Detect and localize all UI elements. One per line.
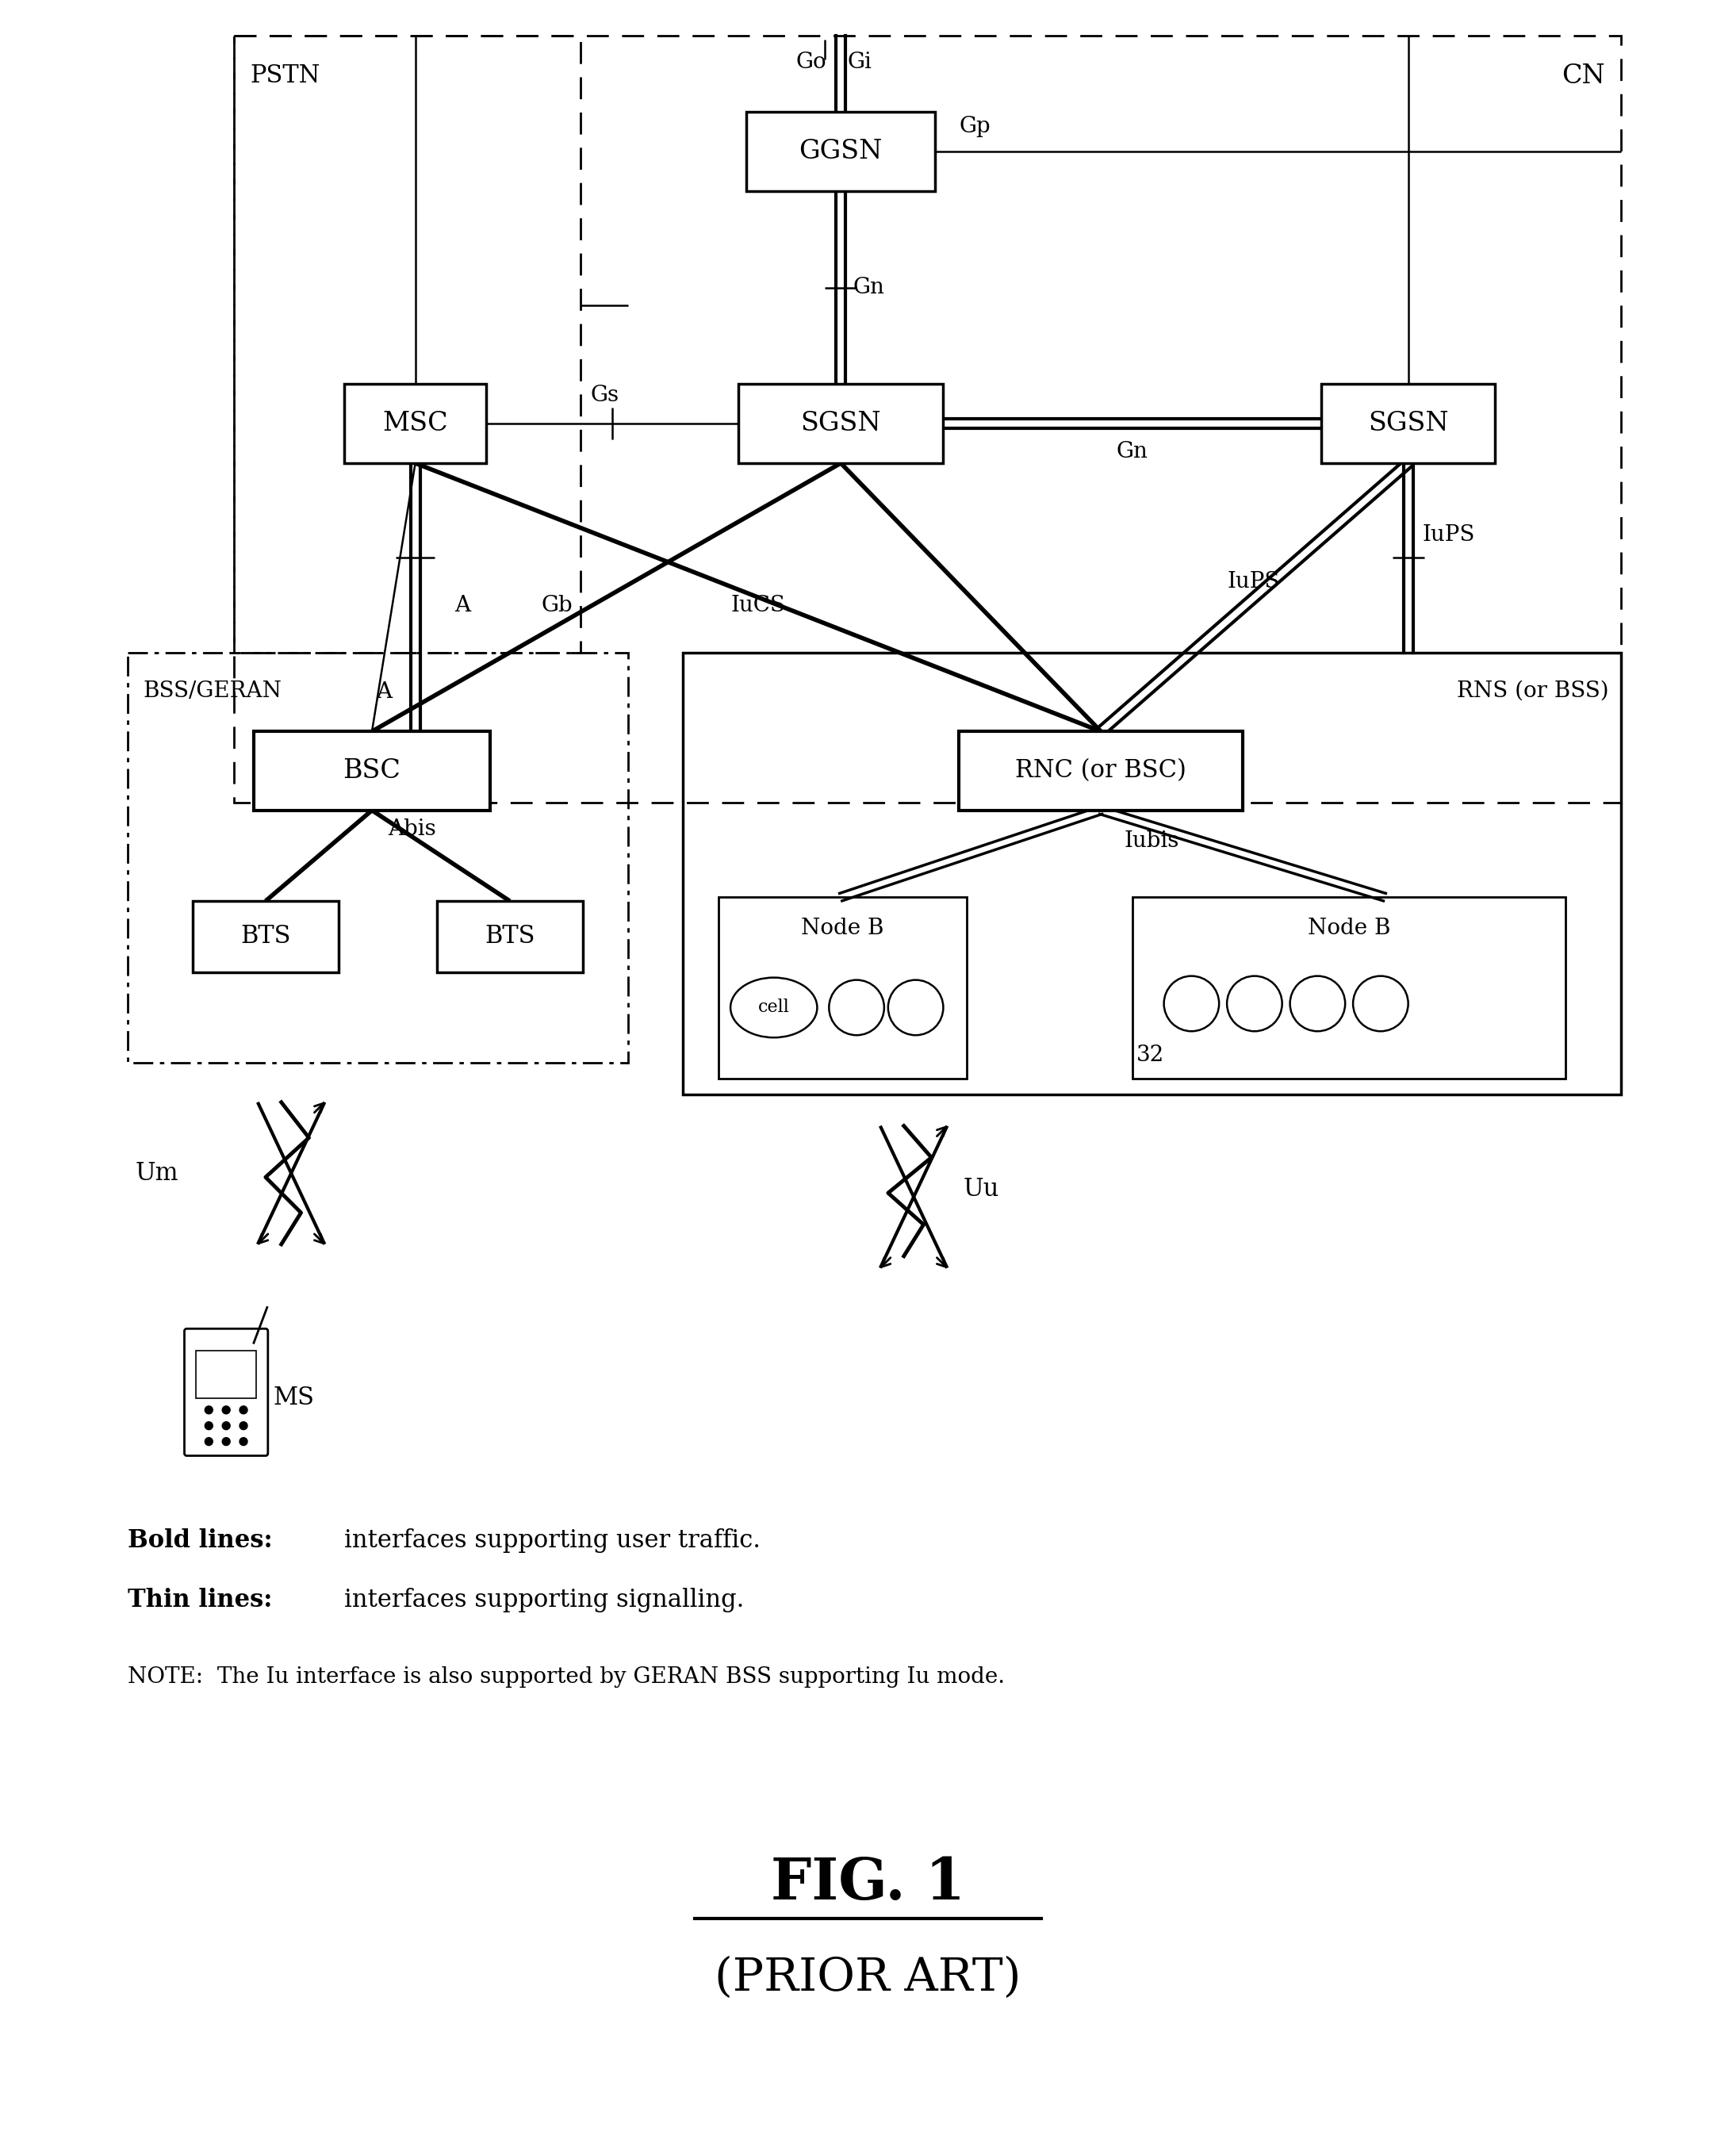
Bar (253, 732, 490, 811)
Text: Go: Go (797, 51, 826, 73)
Circle shape (205, 1437, 214, 1446)
Circle shape (222, 1422, 231, 1429)
Circle shape (205, 1422, 214, 1429)
Text: BTS: BTS (484, 924, 535, 950)
Text: RNS (or BSS): RNS (or BSS) (1457, 680, 1609, 702)
Text: GGSN: GGSN (799, 139, 882, 165)
Text: FIG. 1: FIG. 1 (771, 1855, 965, 1912)
Text: CN: CN (1562, 64, 1606, 88)
Bar (958, 732, 1243, 811)
Bar (1321, 385, 1495, 464)
Text: Um: Um (135, 1161, 179, 1185)
Text: Thin lines:: Thin lines: (128, 1587, 273, 1613)
Text: interfaces supporting user traffic.: interfaces supporting user traffic. (344, 1527, 760, 1553)
Text: Uu: Uu (963, 1176, 998, 1202)
Text: MSC: MSC (382, 411, 448, 436)
Circle shape (222, 1437, 231, 1446)
Bar (344, 385, 486, 464)
Text: Iubis: Iubis (1125, 830, 1179, 851)
Text: BTS: BTS (240, 924, 290, 950)
Text: Gs: Gs (590, 385, 618, 406)
Bar (746, 111, 936, 190)
Text: Gb: Gb (542, 595, 573, 616)
Text: NOTE:  The Iu interface is also supported by GERAN BSS supporting Iu mode.: NOTE: The Iu interface is also supported… (128, 1666, 1005, 1688)
Text: SGSN: SGSN (800, 411, 882, 436)
Text: A: A (375, 680, 392, 702)
Text: BSS/GERAN: BSS/GERAN (144, 680, 283, 702)
Text: IuPS: IuPS (1422, 524, 1476, 545)
Text: RNC (or BSC): RNC (or BSC) (1016, 759, 1186, 783)
Text: PSTN: PSTN (250, 64, 319, 88)
Circle shape (222, 1405, 231, 1414)
Text: Gp: Gp (958, 116, 991, 137)
Text: (PRIOR ART): (PRIOR ART) (715, 1955, 1021, 2000)
Text: MS: MS (274, 1386, 314, 1410)
Text: Gn: Gn (852, 276, 884, 297)
Text: Gi: Gi (847, 51, 871, 73)
Text: Abis: Abis (387, 819, 436, 841)
Text: Gn: Gn (1116, 441, 1147, 462)
Text: SGSN: SGSN (1368, 411, 1448, 436)
Text: IuCS: IuCS (731, 595, 785, 616)
Bar (738, 385, 943, 464)
FancyBboxPatch shape (184, 1328, 267, 1457)
Text: IuPS: IuPS (1227, 571, 1279, 593)
Circle shape (240, 1422, 248, 1429)
Bar (196, 1352, 257, 1399)
Text: 32: 32 (1137, 1044, 1165, 1065)
Bar (193, 901, 339, 971)
Circle shape (240, 1405, 248, 1414)
Circle shape (205, 1405, 214, 1414)
Text: BSC: BSC (344, 757, 401, 783)
Text: cell: cell (759, 999, 790, 1016)
Text: interfaces supporting signalling.: interfaces supporting signalling. (344, 1587, 745, 1613)
Text: A: A (455, 595, 470, 616)
Text: Node B: Node B (802, 918, 884, 939)
Circle shape (240, 1437, 248, 1446)
Text: Bold lines:: Bold lines: (128, 1527, 273, 1553)
Text: Node B: Node B (1307, 918, 1391, 939)
Bar (437, 901, 583, 971)
